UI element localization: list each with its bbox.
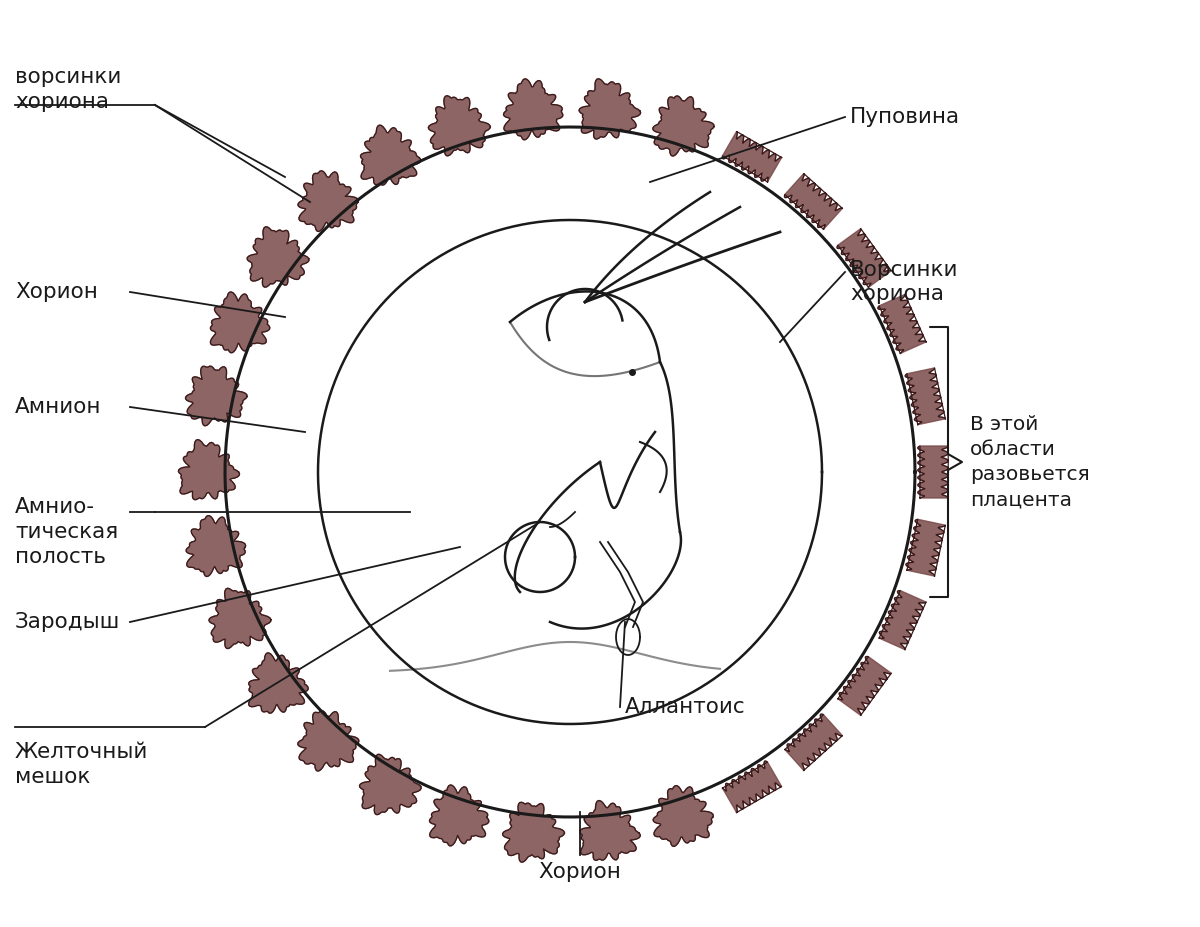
Text: Амнио-
тическая
полость: Амнио- тическая полость bbox=[14, 497, 119, 566]
Text: Зародыш: Зародыш bbox=[14, 612, 120, 632]
Polygon shape bbox=[504, 79, 563, 140]
Polygon shape bbox=[179, 439, 240, 500]
Polygon shape bbox=[210, 292, 270, 353]
Polygon shape bbox=[428, 95, 491, 156]
Polygon shape bbox=[360, 755, 421, 815]
Polygon shape bbox=[880, 590, 926, 650]
Polygon shape bbox=[653, 95, 714, 156]
Text: ворсинки
хориона: ворсинки хориона bbox=[14, 67, 121, 112]
Polygon shape bbox=[878, 295, 926, 353]
Polygon shape bbox=[247, 227, 308, 287]
Polygon shape bbox=[838, 229, 892, 287]
Polygon shape bbox=[785, 173, 842, 229]
Polygon shape bbox=[722, 761, 781, 813]
Polygon shape bbox=[905, 368, 946, 425]
Polygon shape bbox=[722, 132, 781, 182]
Polygon shape bbox=[580, 801, 641, 860]
Text: Желточный
мешок: Желточный мешок bbox=[14, 742, 149, 787]
Polygon shape bbox=[785, 714, 842, 770]
Polygon shape bbox=[580, 79, 641, 139]
Polygon shape bbox=[653, 785, 713, 846]
Polygon shape bbox=[298, 171, 359, 232]
Text: Хорион: Хорион bbox=[539, 862, 622, 882]
Polygon shape bbox=[360, 125, 421, 185]
Polygon shape bbox=[918, 446, 948, 498]
Polygon shape bbox=[248, 653, 308, 713]
Polygon shape bbox=[838, 656, 892, 716]
Text: В этой
области
разовьется
плацента: В этой области разовьется плацента bbox=[970, 415, 1090, 509]
Polygon shape bbox=[430, 785, 488, 845]
Polygon shape bbox=[186, 515, 246, 577]
Text: Аллантоис: Аллантоис bbox=[625, 697, 745, 717]
Polygon shape bbox=[186, 366, 247, 425]
Polygon shape bbox=[906, 519, 946, 576]
Text: Хорион: Хорион bbox=[14, 282, 98, 302]
Polygon shape bbox=[298, 711, 359, 771]
Text: Амнион: Амнион bbox=[14, 397, 102, 417]
Text: Пуповина: Пуповина bbox=[850, 107, 960, 127]
Polygon shape bbox=[503, 802, 564, 862]
Polygon shape bbox=[209, 589, 271, 649]
Text: Ворсинки
хориона: Ворсинки хориона bbox=[850, 260, 959, 304]
